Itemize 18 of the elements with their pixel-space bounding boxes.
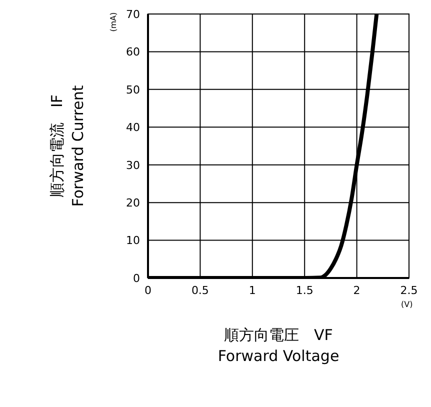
y-tick-label: 60	[126, 46, 140, 59]
y-axis-title: 順方向電流 IF Forward Current	[48, 85, 87, 207]
x-tick-label: 1	[248, 284, 256, 297]
x-tick-label: 1.5	[296, 284, 314, 297]
y-tick-label: 20	[126, 196, 140, 210]
y-tick-label: 70	[126, 8, 140, 21]
x-tick-label: 0.5	[191, 284, 209, 297]
y-tick-label: 10	[126, 234, 140, 248]
y-tick-label: 40	[126, 121, 140, 134]
text: (mA)	[109, 12, 118, 32]
x-tick-label: 0	[144, 284, 152, 297]
x-tick-label: 2	[353, 284, 360, 297]
y-tick-label: 30	[126, 158, 140, 172]
x-tick-label: 2.5	[400, 284, 418, 297]
x-axis-title: 順方向電圧 VF Forward Voltage	[218, 326, 340, 365]
y-tick-label: 0	[133, 272, 140, 285]
text: (V)	[401, 300, 413, 309]
y-tick-label: 50	[126, 83, 140, 96]
